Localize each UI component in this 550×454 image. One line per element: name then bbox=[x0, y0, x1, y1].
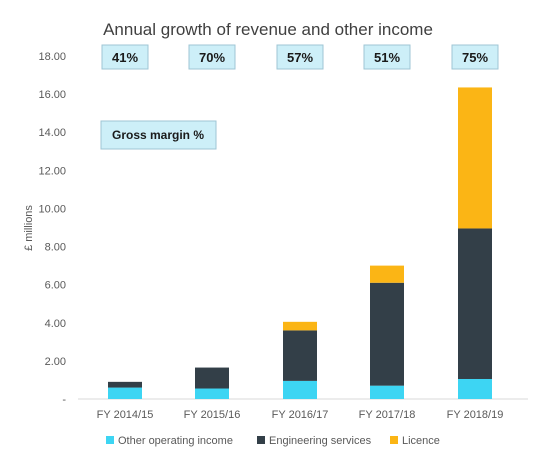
gross-margin-box bbox=[276, 44, 324, 70]
legend-label: Other operating income bbox=[118, 435, 233, 447]
y-axis-label: £ millions bbox=[23, 205, 35, 251]
bar-segment bbox=[283, 321, 317, 331]
category-label: FY 2016/17 bbox=[272, 409, 329, 421]
legend: Other operating income Engineering servic… bbox=[106, 435, 440, 447]
gross-margin-value: 51% bbox=[374, 50, 400, 65]
y-tick-label: 10.00 bbox=[38, 203, 66, 215]
bar-segment bbox=[195, 367, 229, 389]
bar-segment bbox=[370, 265, 404, 283]
bar-segment bbox=[458, 378, 492, 399]
bar-segment bbox=[370, 282, 404, 386]
legend-swatch bbox=[106, 436, 114, 444]
gross-margin-boxes: 41% 70% 57% 51% 75% bbox=[101, 44, 499, 70]
chart-title: Annual growth of revenue and other incom… bbox=[103, 20, 433, 39]
bar-segment bbox=[108, 381, 142, 388]
y-tick-label: 4.00 bbox=[45, 318, 66, 330]
y-tick-label: 12.00 bbox=[38, 165, 66, 177]
y-tick-label: 18.00 bbox=[38, 51, 66, 63]
gross-margin-label-bg bbox=[100, 120, 217, 150]
legend-swatch bbox=[390, 436, 398, 444]
bar-segment bbox=[458, 228, 492, 379]
gross-margin-box bbox=[363, 44, 411, 70]
gross-margin-box bbox=[451, 44, 499, 70]
y-tick-labels: - 2.00 4.00 6.00 8.00 10.00 12.00 14.00 16.00 18.… bbox=[38, 51, 66, 406]
bar-segment bbox=[283, 330, 317, 381]
y-tick-label: 16.00 bbox=[38, 89, 66, 101]
legend-label: Engineering services bbox=[269, 435, 372, 447]
gross-margin-label: Gross margin % bbox=[112, 128, 204, 142]
gross-margin-value: 41% bbox=[112, 50, 138, 65]
category-label: FY 2015/16 bbox=[184, 409, 241, 421]
y-tick-label: 6.00 bbox=[45, 280, 66, 292]
category-label: FY 2018/19 bbox=[447, 409, 504, 421]
gross-margin-box bbox=[188, 44, 236, 70]
gross-margin-box bbox=[101, 44, 149, 70]
category-labels: FY 2014/15 FY 2015/16 FY 2016/17 FY 2017/18… bbox=[97, 409, 504, 421]
bar-segment bbox=[195, 388, 229, 399]
bar-segment bbox=[370, 385, 404, 399]
bar-segment bbox=[108, 387, 142, 399]
category-label: FY 2017/18 bbox=[359, 409, 416, 421]
legend-label: Licence bbox=[402, 435, 440, 447]
gross-margin-label-box: Gross margin % bbox=[100, 120, 217, 150]
bars bbox=[108, 87, 492, 399]
category-label: FY 2014/15 bbox=[97, 409, 154, 421]
gross-margin-value: 75% bbox=[462, 50, 488, 65]
gross-margin-value: 70% bbox=[199, 50, 225, 65]
bar-segment bbox=[458, 87, 492, 229]
y-tick-label: 14.00 bbox=[38, 127, 66, 139]
y-tick-label: 2.00 bbox=[45, 356, 66, 368]
y-tick-label: 8.00 bbox=[45, 242, 66, 254]
gross-margin-value: 57% bbox=[287, 50, 313, 65]
y-tick-label: - bbox=[62, 394, 66, 406]
legend-swatch bbox=[257, 436, 265, 444]
bar-segment bbox=[283, 380, 317, 399]
